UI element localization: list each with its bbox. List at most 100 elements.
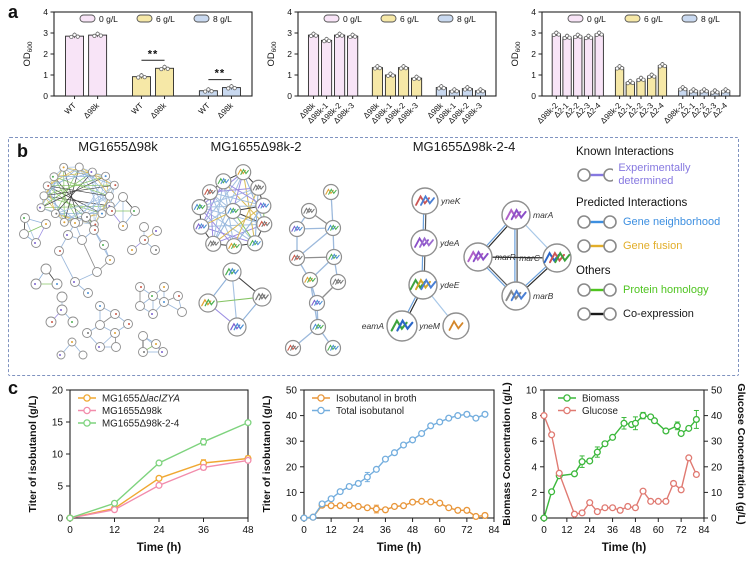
svg-text:10: 10 [711,488,723,499]
edge-glyph-icon [577,167,614,182]
edge-glyph-icon [577,307,617,322]
svg-text:MG1655ΔlacIZYA: MG1655ΔlacIZYA [102,393,180,404]
svg-text:OD600: OD600 [510,41,522,66]
legend-section-title: Predicted Interactions [576,197,688,210]
svg-text:0: 0 [711,514,717,525]
svg-text:2: 2 [43,49,48,59]
svg-text:4: 4 [43,7,48,17]
svg-text:1: 1 [531,70,536,80]
svg-text:0: 0 [67,525,73,536]
svg-text:MG1655Δ98k: MG1655Δ98k [102,406,162,417]
isobutanol-broth-vs-total-chart: 0 12 24 36 48 60 72 84 0 10 20 30 40 50 Time (h) Titer … [261,386,500,555]
svg-text:OD600: OD600 [266,41,278,66]
svg-text:36: 36 [607,525,619,536]
svg-text:Δ98k: Δ98k [82,100,102,120]
svg-text:8 g/L: 8 g/L [457,14,476,24]
legend-section-title: Others [576,265,611,278]
svg-text:84: 84 [488,525,500,536]
svg-text:48: 48 [407,525,419,536]
svg-text:24: 24 [153,525,165,536]
svg-text:0: 0 [531,514,537,525]
svg-text:8 g/L: 8 g/L [701,14,720,24]
svg-text:1: 1 [287,70,292,80]
svg-text:0: 0 [291,514,297,525]
legend-item-gene-fusion: Gene fusion [576,237,734,255]
svg-text:36: 36 [198,525,210,536]
svg-text:Time (h): Time (h) [377,542,422,554]
legend-item-protein-homology: Protein homology [576,281,734,299]
legend-item-experimentally-determined: Experimentally determined [576,162,734,187]
svg-text:6: 6 [531,437,537,448]
legend-item-co-expression: Co-expression [576,305,734,323]
svg-text:Glucose: Glucose [582,406,618,417]
svg-text:20: 20 [711,462,723,473]
svg-text:Titer of isobutanol (g/L): Titer of isobutanol (g/L) [261,395,273,512]
svg-text:72: 72 [461,525,473,536]
svg-text:0: 0 [287,91,292,101]
svg-text:36: 36 [380,525,392,536]
svg-text:5: 5 [57,482,63,493]
svg-text:WT: WT [197,101,212,116]
svg-text:48: 48 [630,525,642,536]
svg-text:0: 0 [43,91,48,101]
svg-text:12: 12 [109,525,121,536]
isobutanol-titer-strain-comparison-chart: 0 12 24 36 48 0 5 10 15 20 Time (h) Titer of isobut… [27,386,254,555]
svg-text:60: 60 [434,525,446,536]
legend-item-gene-neighborhood: Gene neighborhood [576,213,734,231]
panel-c-label: c [8,378,19,398]
svg-text:0: 0 [531,91,536,101]
svg-text:Isobutanol in broth: Isobutanol in broth [336,393,417,404]
svg-text:84: 84 [698,525,710,536]
svg-text:6 g/L: 6 g/L [400,14,419,24]
network-title-mg1655-d98k-2-4: MG1655Δ98k-2-4 [412,139,516,154]
svg-text:50: 50 [711,386,723,397]
svg-text:**: ** [215,68,226,80]
svg-text:0: 0 [541,525,547,536]
svg-text:1: 1 [43,70,48,80]
svg-text:MG1655Δ98k-2-4: MG1655Δ98k-2-4 [102,418,180,429]
svg-text:72: 72 [676,525,688,536]
svg-text:0: 0 [301,525,307,536]
svg-text:Δ98k: Δ98k [149,100,169,120]
edge-glyph-icon [577,239,617,254]
svg-text:8: 8 [531,411,537,422]
svg-text:2: 2 [531,488,537,499]
svg-text:**: ** [148,48,159,60]
svg-text:24: 24 [584,525,596,536]
svg-text:12: 12 [561,525,573,536]
network-title-mg1655-d98k: MG1655Δ98k [78,139,158,154]
svg-text:30: 30 [711,437,723,448]
svg-text:3: 3 [43,28,48,38]
legend-section-others: Others Protein homology Co-expression [576,265,734,323]
svg-text:WT: WT [63,101,78,116]
svg-text:10: 10 [286,488,298,499]
legend-section-title: Known Interactions [576,146,674,158]
svg-text:8 g/L: 8 g/L [213,14,232,24]
legend-section-known: Known Interactions Experimentally determ… [576,146,734,187]
svg-text:4: 4 [531,7,536,17]
svg-text:6 g/L: 6 g/L [644,14,663,24]
svg-text:20: 20 [52,386,64,397]
svg-text:Δ98k: Δ98k [216,100,236,120]
svg-text:12: 12 [326,525,338,536]
svg-text:50: 50 [286,386,298,397]
svg-text:40: 40 [711,411,723,422]
svg-text:Time (h): Time (h) [602,542,647,554]
svg-text:Biomass: Biomass [582,393,620,404]
interaction-legend: Known Interactions Experimentally determ… [576,146,734,329]
svg-text:4: 4 [287,7,292,17]
svg-text:24: 24 [353,525,365,536]
svg-text:15: 15 [52,418,64,429]
svg-text:0: 0 [57,514,63,525]
svg-text:0 g/L: 0 g/L [343,14,362,24]
svg-text:30: 30 [286,437,298,448]
svg-text:WT: WT [130,101,145,116]
svg-text:3: 3 [287,28,292,38]
svg-text:Total isobutanol: Total isobutanol [336,406,404,417]
od600-bar-chart-wt-vs-d98k: 0 1 2 3 4 OD600 0 g/L 6 g/L 8 g/L WT Δ98k WT Δ98k ** W… [22,7,253,120]
svg-text:3: 3 [531,28,536,38]
svg-text:OD600: OD600 [22,41,34,66]
svg-text:6 g/L: 6 g/L [156,14,175,24]
